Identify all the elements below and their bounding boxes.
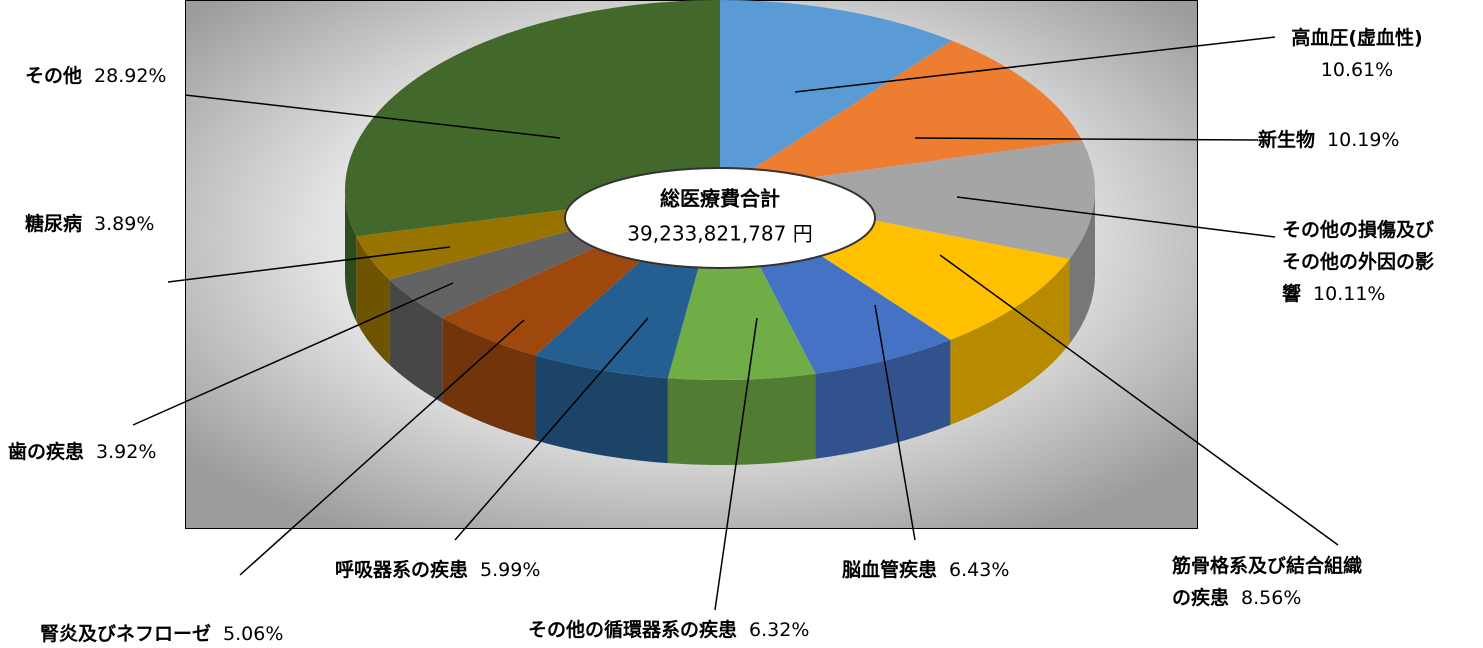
slice: [667, 190, 816, 381]
data-label: 糖尿病 3.89%: [25, 208, 154, 240]
category-label: 腎炎及びネフローゼ: [40, 623, 212, 645]
value-label: 10.61%: [1320, 59, 1394, 81]
slice: [720, 0, 952, 190]
slice-side: [535, 355, 668, 464]
leader-line: [874, 304, 916, 541]
data-label: 筋骨格系及び結合組織の疾患 8.56%: [1172, 550, 1372, 614]
data-label: 新生物 10.19%: [1258, 124, 1399, 156]
category-label: 脳血管疾患: [842, 559, 938, 581]
data-label: 歯の疾患 3.92%: [8, 436, 156, 468]
slice-side: [442, 317, 536, 441]
data-label: 呼吸器系の疾患 5.99%: [335, 554, 540, 586]
slice: [720, 140, 1095, 259]
leader-line: [939, 254, 1339, 546]
leader-line: [239, 319, 525, 576]
category-label: その他: [25, 65, 83, 87]
slice: [720, 40, 1083, 191]
center-title: 総医療費合計: [660, 187, 780, 211]
value-label: 5.99%: [480, 559, 541, 581]
category-label: 歯の疾患: [8, 441, 85, 463]
leader-line: [714, 317, 758, 611]
value-label: 10.11%: [1313, 283, 1386, 305]
value-label: 10.19%: [1327, 129, 1400, 151]
slice-side: [356, 236, 390, 365]
leader-line: [184, 94, 561, 139]
category-label: その他の循環器系の疾患: [528, 619, 738, 641]
value-label: 3.92%: [96, 441, 157, 463]
leader-line: [794, 36, 1276, 93]
slice-side: [1069, 190, 1095, 344]
slice-side: [389, 279, 443, 403]
category-label: 高血圧(虚血性): [1291, 27, 1423, 49]
slice-side: [950, 258, 1070, 425]
value-label: 6.32%: [749, 619, 810, 641]
category-label: その他の損傷及びその他の外因の影響: [1282, 219, 1435, 305]
data-label: その他 28.92%: [25, 60, 166, 92]
data-label: 高血圧(虚血性) 10.61%: [1262, 22, 1452, 86]
value-label: 28.92%: [94, 65, 167, 87]
value-label: 6.43%: [949, 559, 1010, 581]
center-label-box: [564, 167, 876, 269]
data-label: 腎炎及びネフローゼ 5.06%: [40, 618, 283, 648]
center-total: 39,233,821,787 円: [627, 222, 812, 246]
data-label: その他の循環器系の疾患 6.32%: [528, 614, 809, 646]
category-label: 呼吸器系の疾患: [335, 559, 469, 581]
slice-side: [345, 190, 357, 322]
data-label: 脳血管疾患 6.43%: [842, 554, 1009, 586]
value-label: 8.56%: [1241, 587, 1302, 609]
category-label: 新生物: [1258, 129, 1316, 151]
leader-line: [454, 317, 649, 541]
leader-line: [167, 246, 451, 283]
category-label: 糖尿病: [25, 213, 83, 235]
value-label: 5.06%: [223, 623, 284, 645]
leader-line: [956, 196, 1276, 238]
category-label: 筋骨格系及び結合組織の疾患: [1172, 555, 1363, 609]
slice-side: [815, 339, 951, 459]
leader-line: [132, 282, 454, 426]
data-label: その他の損傷及びその他の外因の影響 10.11%: [1282, 214, 1452, 310]
leader-line: [914, 137, 1259, 141]
value-label: 3.89%: [94, 213, 155, 235]
